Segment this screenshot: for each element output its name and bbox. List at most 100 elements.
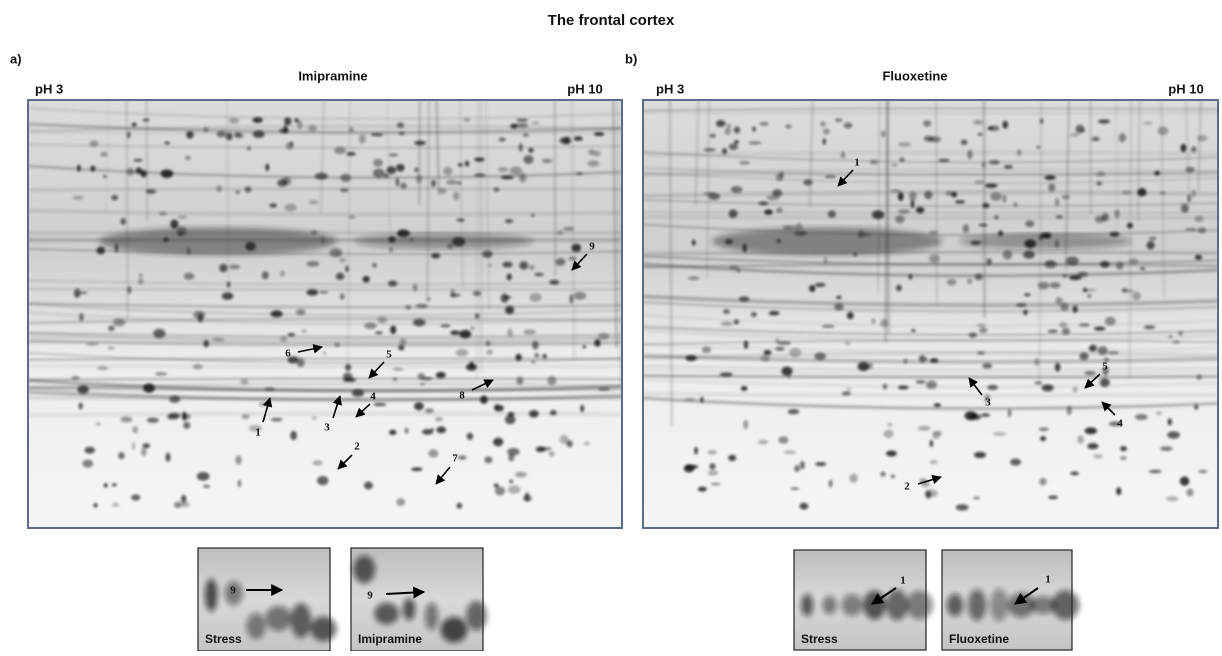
gel-streak	[936, 100, 937, 304]
gel-spot	[495, 487, 505, 496]
gel-spot	[100, 152, 108, 157]
gel-spot	[493, 438, 503, 447]
gel-band	[643, 252, 1218, 253]
gel-spot	[824, 175, 836, 177]
gel-streak	[427, 100, 429, 303]
gel-spot	[1060, 303, 1068, 311]
gel-spot	[312, 417, 317, 420]
gel-spot	[79, 403, 83, 410]
gel-spot	[898, 386, 909, 390]
gel-spot	[457, 219, 465, 221]
gel-spot	[308, 125, 317, 132]
gel-spot	[835, 118, 842, 121]
gel-spot	[112, 483, 117, 486]
gel-spot	[1002, 195, 1006, 203]
gel-spot	[277, 179, 287, 186]
gel-spot	[557, 230, 564, 235]
gel-spot	[985, 183, 998, 187]
gel-spot	[847, 312, 854, 320]
inset-blob	[947, 594, 964, 617]
gel-spot	[516, 123, 528, 128]
gel-spot	[584, 442, 590, 446]
gel-spot	[169, 396, 180, 403]
gel-spot	[1048, 496, 1058, 500]
gel-background	[28, 100, 622, 528]
gel-spot	[1102, 213, 1109, 221]
inset-blob	[246, 613, 265, 640]
gel-spot	[86, 343, 98, 346]
gel-spot	[108, 325, 115, 331]
gel-spot	[1045, 261, 1053, 264]
gel-spot	[759, 201, 769, 205]
spot-label: 4	[1117, 418, 1123, 430]
gel-spot	[598, 388, 609, 391]
gel-spot	[297, 120, 302, 129]
gel-spot	[78, 385, 89, 394]
gel-spot	[140, 170, 146, 177]
gel-spot	[1194, 405, 1198, 410]
gel-spot	[133, 426, 138, 433]
gel-spot	[531, 214, 534, 217]
gel-spot	[698, 487, 707, 492]
spot-label: 3	[985, 397, 991, 409]
gel-spot	[359, 134, 366, 143]
gel-spot	[404, 428, 408, 434]
panel-title: Fluoxetine	[882, 68, 947, 83]
inset-blob	[310, 616, 336, 641]
gel-spot	[475, 314, 479, 319]
gel-spot	[1023, 251, 1035, 259]
gel-spot	[340, 293, 344, 299]
gel-spot	[253, 131, 265, 138]
gel-spot	[85, 447, 95, 454]
gel-spot	[82, 460, 93, 468]
gel-band	[28, 359, 622, 360]
ph-right: pH 10	[567, 81, 602, 96]
gel-spot	[890, 189, 901, 192]
gel-spot	[880, 471, 885, 476]
gel-spot	[1040, 118, 1043, 123]
gel-spot	[844, 342, 850, 345]
gel-spot	[896, 285, 901, 292]
gel-spot	[375, 332, 382, 335]
gel-spot	[722, 148, 727, 155]
gel-spot	[803, 179, 812, 185]
gel-spot	[978, 224, 987, 226]
gel-spot	[343, 378, 356, 382]
gel-spot	[800, 461, 805, 469]
gel-spot	[406, 305, 411, 309]
gel-streak	[147, 100, 148, 220]
gel-spot	[814, 352, 825, 360]
gel-spot	[377, 317, 386, 323]
gel-spot	[296, 309, 306, 315]
gel-spot	[725, 127, 732, 135]
gel-spot	[252, 117, 263, 123]
gel-spot	[364, 323, 376, 329]
gel-spot	[519, 143, 522, 152]
gel-spot	[1143, 122, 1152, 125]
gel-spot	[414, 402, 424, 410]
gel-spot	[79, 292, 88, 294]
gel-spot	[542, 354, 546, 359]
gel-spot	[588, 160, 600, 166]
gel-spot	[523, 133, 529, 137]
gel-spot	[1192, 190, 1195, 197]
gel-spot	[480, 396, 487, 404]
gel-spot	[947, 279, 956, 285]
gel-band	[28, 398, 622, 400]
gel-spot	[1140, 267, 1145, 270]
gel-spot	[711, 483, 721, 486]
ph-right: pH 10	[1168, 81, 1203, 96]
gel-spot	[823, 138, 826, 144]
gel-spot	[443, 167, 452, 175]
gel-spot	[1195, 216, 1204, 222]
gel-spot	[898, 209, 910, 214]
gel-spot	[1168, 418, 1173, 425]
gel-spot	[1154, 171, 1160, 175]
gel-spot	[1062, 275, 1067, 278]
gel-spot	[911, 329, 915, 331]
gel-spot	[556, 258, 566, 266]
gel-spot	[969, 414, 981, 420]
gel-spot	[764, 350, 772, 355]
gel-spot	[143, 443, 151, 448]
